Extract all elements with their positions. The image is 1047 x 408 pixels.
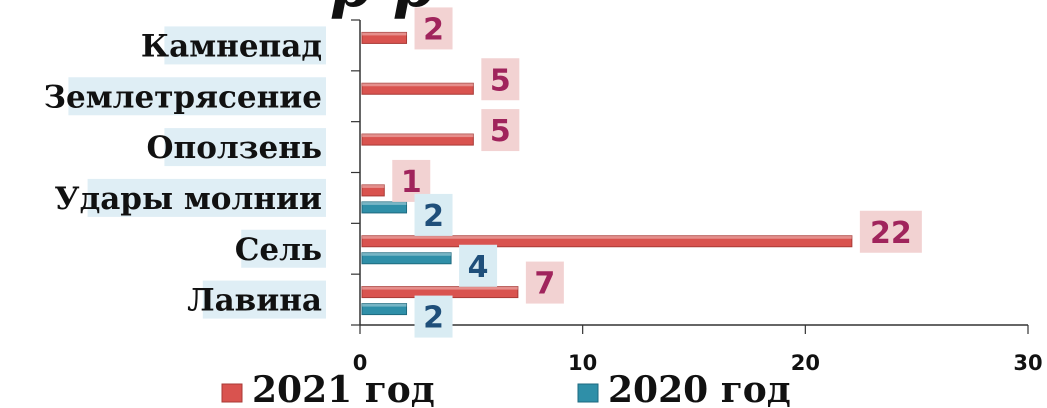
data-label-2021-год-удары-молнии: 1 bbox=[401, 165, 422, 200]
bar-2020-год-сель bbox=[361, 252, 452, 265]
category-label-bg bbox=[87, 178, 326, 217]
bar-highlight bbox=[362, 235, 852, 239]
data-label-bg bbox=[859, 210, 922, 253]
bar-2021-год-землетрясение bbox=[361, 82, 474, 95]
data-label-bg bbox=[481, 58, 520, 101]
bar-highlight bbox=[362, 303, 407, 307]
legend-swatch-2021-год bbox=[221, 383, 243, 403]
legend-swatch-2020-год bbox=[577, 383, 599, 403]
x-tick-label-10: 10 bbox=[568, 351, 597, 375]
chart-title-cut-off: р р bbox=[330, 0, 435, 21]
bar-highlight bbox=[362, 32, 407, 36]
category-label-bg bbox=[202, 280, 326, 319]
legend-label-2021-год: 2021 год bbox=[252, 369, 435, 408]
data-label-2021-год-камнепад: 2 bbox=[423, 12, 444, 47]
data-label-2020-год-удары-молнии: 2 bbox=[423, 199, 444, 234]
data-label-bg bbox=[525, 261, 564, 304]
bar-highlight bbox=[362, 184, 385, 188]
category-label-сель: Сель bbox=[235, 232, 322, 268]
bar-2021-год-сель bbox=[361, 235, 853, 248]
data-label-bg bbox=[414, 295, 453, 338]
category-label-bg bbox=[164, 26, 326, 65]
bar-2021-год-камнепад bbox=[361, 31, 408, 44]
data-label-bg bbox=[481, 109, 520, 152]
category-label-bg bbox=[68, 77, 327, 116]
data-label-2021-год-оползень: 5 bbox=[490, 114, 511, 149]
bar-highlight bbox=[362, 134, 474, 138]
category-label-лавина: Лавина bbox=[187, 283, 322, 319]
category-label-bg bbox=[241, 229, 326, 268]
bar-highlight bbox=[362, 83, 474, 87]
category-label-удары-молнии: Удары молнии bbox=[54, 181, 322, 217]
x-tick-label-30: 30 bbox=[1013, 351, 1042, 375]
x-tick-label-20: 20 bbox=[791, 351, 820, 375]
data-label-bg bbox=[414, 7, 453, 50]
x-tick-label-0: 0 bbox=[353, 351, 368, 375]
bar-2021-год-оползень bbox=[361, 133, 474, 146]
legend: 2021 год 2020 год bbox=[221, 369, 791, 408]
bar-2020-год-лавина bbox=[361, 303, 408, 316]
axes bbox=[351, 19, 1029, 334]
bar-2021-год-удары-молнии bbox=[361, 184, 385, 197]
bar-highlight bbox=[362, 252, 452, 256]
bar-highlight bbox=[362, 201, 407, 205]
svg-text:р р: р р bbox=[330, 0, 435, 21]
legend-label-2020-год: 2020 год bbox=[608, 369, 791, 408]
category-labels: Камнепад Землетрясение Оползень Удары молни… bbox=[44, 26, 327, 319]
data-label-2021-год-землетрясение: 5 bbox=[490, 63, 511, 98]
category-label-bg bbox=[164, 128, 326, 167]
bar-highlight bbox=[362, 286, 518, 290]
bar-2020-год-удары-молнии bbox=[361, 201, 408, 214]
category-label-оползень: Оползень bbox=[147, 130, 322, 166]
data-label-bg bbox=[414, 193, 453, 236]
data-label-bg bbox=[459, 244, 498, 287]
data-label-2020-год-лавина: 2 bbox=[423, 301, 444, 336]
category-label-землетрясение: Землетрясение bbox=[44, 79, 322, 115]
bars bbox=[361, 31, 853, 316]
data-label-2021-год-сель: 22 bbox=[870, 216, 912, 251]
category-label-камнепад: Камнепад bbox=[141, 28, 322, 64]
data-label-2020-год-сель: 4 bbox=[468, 250, 489, 285]
data-label-2021-год-лавина: 7 bbox=[534, 267, 555, 302]
x-tick-labels: 0 10 20 30 bbox=[353, 351, 1043, 375]
